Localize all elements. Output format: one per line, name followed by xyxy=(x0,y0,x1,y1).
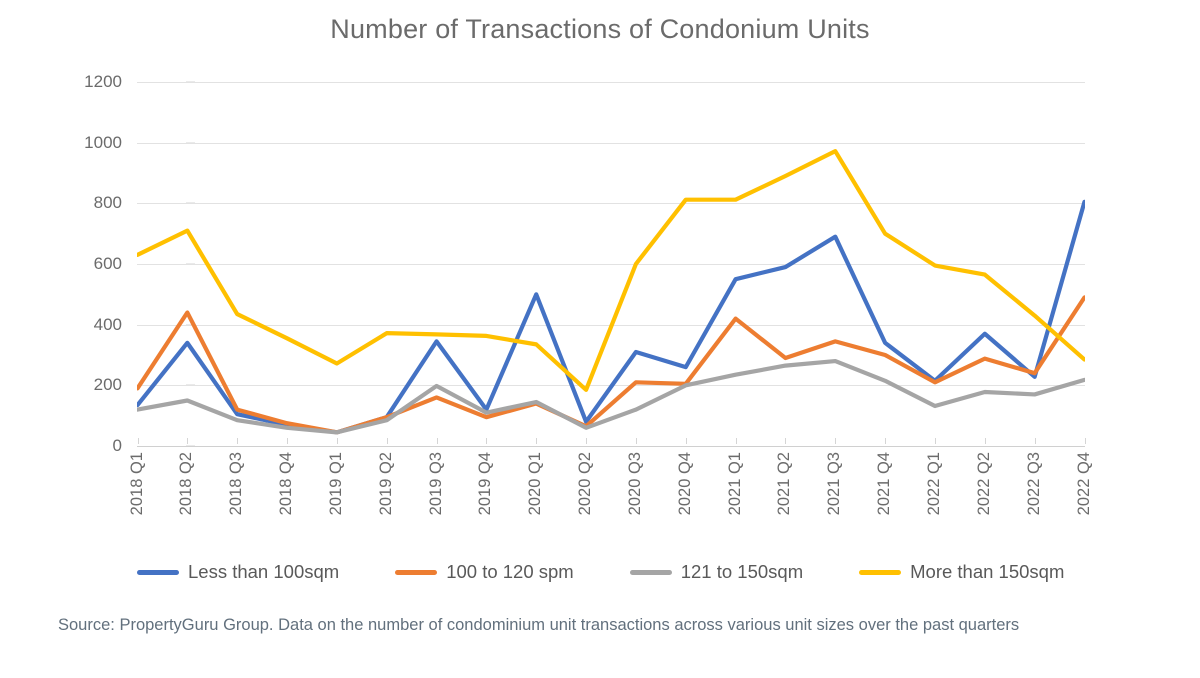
x-axis-tick-label: 2021 Q4 xyxy=(875,452,894,516)
x-axis-tick-mark xyxy=(137,438,139,444)
x-axis-tick-mark xyxy=(1084,438,1086,444)
x-axis-tick-label: 2018 Q1 xyxy=(127,452,146,516)
x-axis-tick-label: 2020 Q1 xyxy=(526,452,545,516)
series-line xyxy=(138,297,1085,432)
x-axis-tick-mark xyxy=(835,438,837,444)
y-axis-tick-label: 400 xyxy=(93,314,122,334)
y-axis-tick-label: 1200 xyxy=(84,72,122,91)
x-axis-tick-mark xyxy=(735,438,737,444)
gridline xyxy=(137,446,1085,447)
x-axis-tick-mark xyxy=(386,438,388,444)
x-axis-tick-label: 2018 Q3 xyxy=(227,452,246,516)
x-axis-tick-label: 2018 Q4 xyxy=(277,452,296,516)
x-axis-tick-label: 2021 Q1 xyxy=(725,452,744,516)
chart-legend: Less than 100sqm 100 to 120 spm 121 to 150… xyxy=(137,558,1085,586)
legend-swatch xyxy=(137,569,179,575)
x-axis-tick-mark xyxy=(486,438,488,444)
plot-area xyxy=(137,82,1085,447)
x-axis-tick-mark xyxy=(586,438,588,444)
series-lines xyxy=(137,82,1085,446)
x-axis-tick-label: 2020 Q4 xyxy=(675,452,694,516)
series-line xyxy=(138,361,1085,432)
series-line xyxy=(138,151,1085,390)
y-axis-tick-label: 600 xyxy=(93,254,122,273)
gridline xyxy=(137,82,1085,83)
x-axis-tick-label: 2019 Q3 xyxy=(426,452,445,516)
x-axis-tick-mark xyxy=(885,438,887,444)
x-axis: 2018 Q1 2018 Q2 2018 Q3 2018 Q4 2019 Q1 2019 … xyxy=(128,438,1093,545)
x-axis-tick-label: 2022 Q3 xyxy=(1024,452,1043,516)
x-axis-tick-label: 2020 Q2 xyxy=(576,452,595,516)
legend-label: 100 to 120 spm xyxy=(446,561,574,582)
legend-label: More than 150sqm xyxy=(910,561,1065,582)
x-axis-tick-label: 2022 Q4 xyxy=(1074,452,1093,516)
x-axis-tick-label: 2022 Q2 xyxy=(974,452,993,516)
legend-item[interactable]: 121 to 150sqm xyxy=(629,561,804,583)
legend-swatch xyxy=(859,569,902,575)
y-axis-tick-label: 1000 xyxy=(84,132,122,152)
x-axis-tick-label: 2018 Q2 xyxy=(177,452,196,516)
x-axis-tick-mark xyxy=(934,438,936,444)
x-axis-tick-label: 2019 Q1 xyxy=(326,452,345,516)
x-axis-tick-mark xyxy=(536,438,538,444)
legend-swatch xyxy=(629,569,672,575)
x-axis-tick-mark xyxy=(635,438,637,444)
x-axis-tick-mark xyxy=(336,438,338,444)
x-axis-tick-label: 2019 Q4 xyxy=(476,452,495,516)
x-axis-tick-label: 2021 Q2 xyxy=(775,452,794,516)
series-line xyxy=(138,202,1085,433)
y-axis-tick-label: 800 xyxy=(93,193,122,213)
page-title: Number of Transactions of Condonium Unit… xyxy=(330,14,870,44)
x-axis-tick-label: 2021 Q3 xyxy=(825,452,844,516)
x-axis-tick-label: 2020 Q3 xyxy=(625,452,644,516)
x-axis-tick-mark xyxy=(785,438,787,444)
y-axis: 0 200 400 600 800 1000 1200 xyxy=(60,72,195,455)
legend-swatch xyxy=(395,569,438,575)
gridline xyxy=(137,264,1085,265)
y-axis-tick-label: 0 xyxy=(112,436,122,455)
x-axis-tick-label: 2019 Q2 xyxy=(376,452,395,516)
x-axis-tick-mark xyxy=(1034,438,1036,444)
legend-label: Less than 100sqm xyxy=(188,561,340,582)
x-axis-tick-mark xyxy=(187,438,189,444)
gridline xyxy=(137,142,1085,144)
legend-label: 121 to 150sqm xyxy=(680,561,804,582)
source-caption: Source: PropertyGuru Group. Data on the … xyxy=(58,616,1020,634)
x-axis-tick-mark xyxy=(685,438,687,444)
x-axis-tick-mark xyxy=(984,438,986,444)
legend-item[interactable]: Less than 100sqm xyxy=(137,561,339,583)
x-axis-tick-mark xyxy=(436,438,438,444)
x-axis-tick-mark xyxy=(287,438,289,444)
gridline xyxy=(137,203,1085,205)
legend-item[interactable]: 100 to 120 spm xyxy=(395,561,574,583)
y-axis-tick-label: 200 xyxy=(93,375,122,395)
legend-item[interactable]: More than 150sqm xyxy=(859,561,1064,583)
x-axis-tick-mark xyxy=(237,438,239,444)
x-axis-tick-label: 2022 Q1 xyxy=(924,452,943,516)
